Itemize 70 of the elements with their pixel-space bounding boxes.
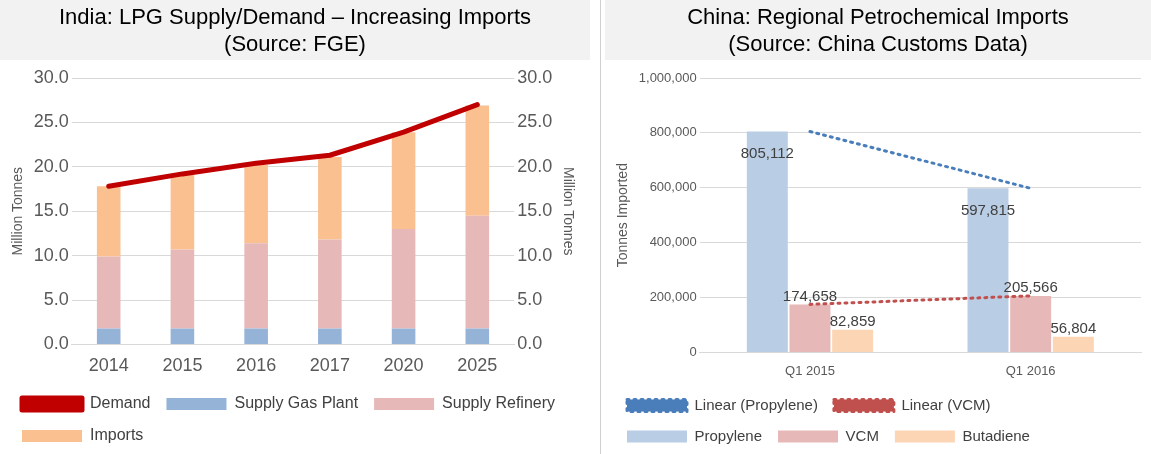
bar <box>1052 336 1094 352</box>
x-tick-label: 2017 <box>309 355 350 376</box>
bar <box>465 328 490 344</box>
legend-label: Imports <box>90 426 144 444</box>
y-tick-label: 600,000 <box>649 179 697 195</box>
x-tick-label: 2016 <box>236 355 277 376</box>
x-tick-label: 2015 <box>162 355 203 376</box>
x-tick-label: Q1 2015 <box>785 362 835 378</box>
bar <box>170 249 195 329</box>
y-tick-label: 200,000 <box>649 289 697 305</box>
y-axis-title: Million Tonnes <box>9 166 26 256</box>
y-tick-label: 25.0 <box>33 111 69 132</box>
legend-label: Linear (VCM) <box>901 395 991 413</box>
y-tick-label: 400,000 <box>649 234 697 250</box>
data-label: 597,815 <box>960 200 1016 218</box>
bar <box>465 105 490 216</box>
y2-tick-label: 10.0 <box>517 244 553 265</box>
bar <box>170 328 195 344</box>
bar <box>244 165 268 244</box>
bar <box>318 328 342 344</box>
y-tick-label: 30.0 <box>33 66 69 87</box>
bar <box>170 174 195 250</box>
legend-label: Demand <box>90 394 151 412</box>
bar <box>1010 295 1052 352</box>
y2-tick-label: 20.0 <box>517 155 553 176</box>
bar <box>244 328 268 344</box>
y2-axis-title: Million Tonnes <box>560 166 577 256</box>
y-tick-label: 1,000,000 <box>638 69 697 85</box>
y-axis-title: Tonnes Imported <box>614 163 631 268</box>
chart-title: India: LPG Supply/Demand – Increasing Imports (Source: FGE) <box>0 0 590 60</box>
bar <box>391 228 416 329</box>
data-label: 56,804 <box>1050 318 1097 336</box>
x-tick-label: 2014 <box>88 355 129 376</box>
x-tick-label: 2020 <box>383 355 424 376</box>
legend-label: Linear (Propylene) <box>694 395 818 413</box>
y-tick-label: 0 <box>689 343 697 359</box>
bar <box>832 329 874 352</box>
x-tick-label: 2025 <box>457 355 498 376</box>
data-label: 82,859 <box>829 311 876 329</box>
legend-label: Supply Refinery <box>442 394 556 412</box>
bar <box>318 157 342 240</box>
bar <box>96 328 121 344</box>
bar <box>789 304 831 352</box>
y2-tick-label: 30.0 <box>517 66 553 87</box>
y-tick-label: 10.0 <box>33 244 69 265</box>
y2-tick-label: 15.0 <box>517 200 553 221</box>
bar <box>391 328 416 344</box>
bar <box>244 243 268 329</box>
y-tick-label: 0.0 <box>43 333 69 354</box>
y-tick-label: 20.0 <box>33 155 69 176</box>
y2-tick-label: 0.0 <box>517 333 543 354</box>
legend-label: Butadiene <box>962 426 1030 444</box>
y2-tick-label: 25.0 <box>517 111 553 132</box>
y-tick-label: 800,000 <box>649 124 697 140</box>
chart-title: China: Regional Petrochemical Imports (Source: China Customs Data) <box>605 0 1151 60</box>
bar <box>318 239 342 329</box>
y2-tick-label: 5.0 <box>517 288 543 309</box>
legend-label: Supply Gas Plant <box>234 394 359 412</box>
y-tick-label: 15.0 <box>33 200 69 221</box>
bar <box>96 256 121 329</box>
data-label: 205,566 <box>1003 278 1058 296</box>
legend-label: VCM <box>845 426 879 444</box>
y-tick-label: 5.0 <box>43 288 69 309</box>
legend-label: Propylene <box>694 426 763 444</box>
x-tick-label: Q1 2016 <box>1005 362 1056 378</box>
bar <box>96 186 121 257</box>
bar <box>391 132 416 229</box>
bar <box>465 215 490 329</box>
data-label: 174,658 <box>782 286 838 304</box>
data-label: 805,112 <box>740 143 794 161</box>
